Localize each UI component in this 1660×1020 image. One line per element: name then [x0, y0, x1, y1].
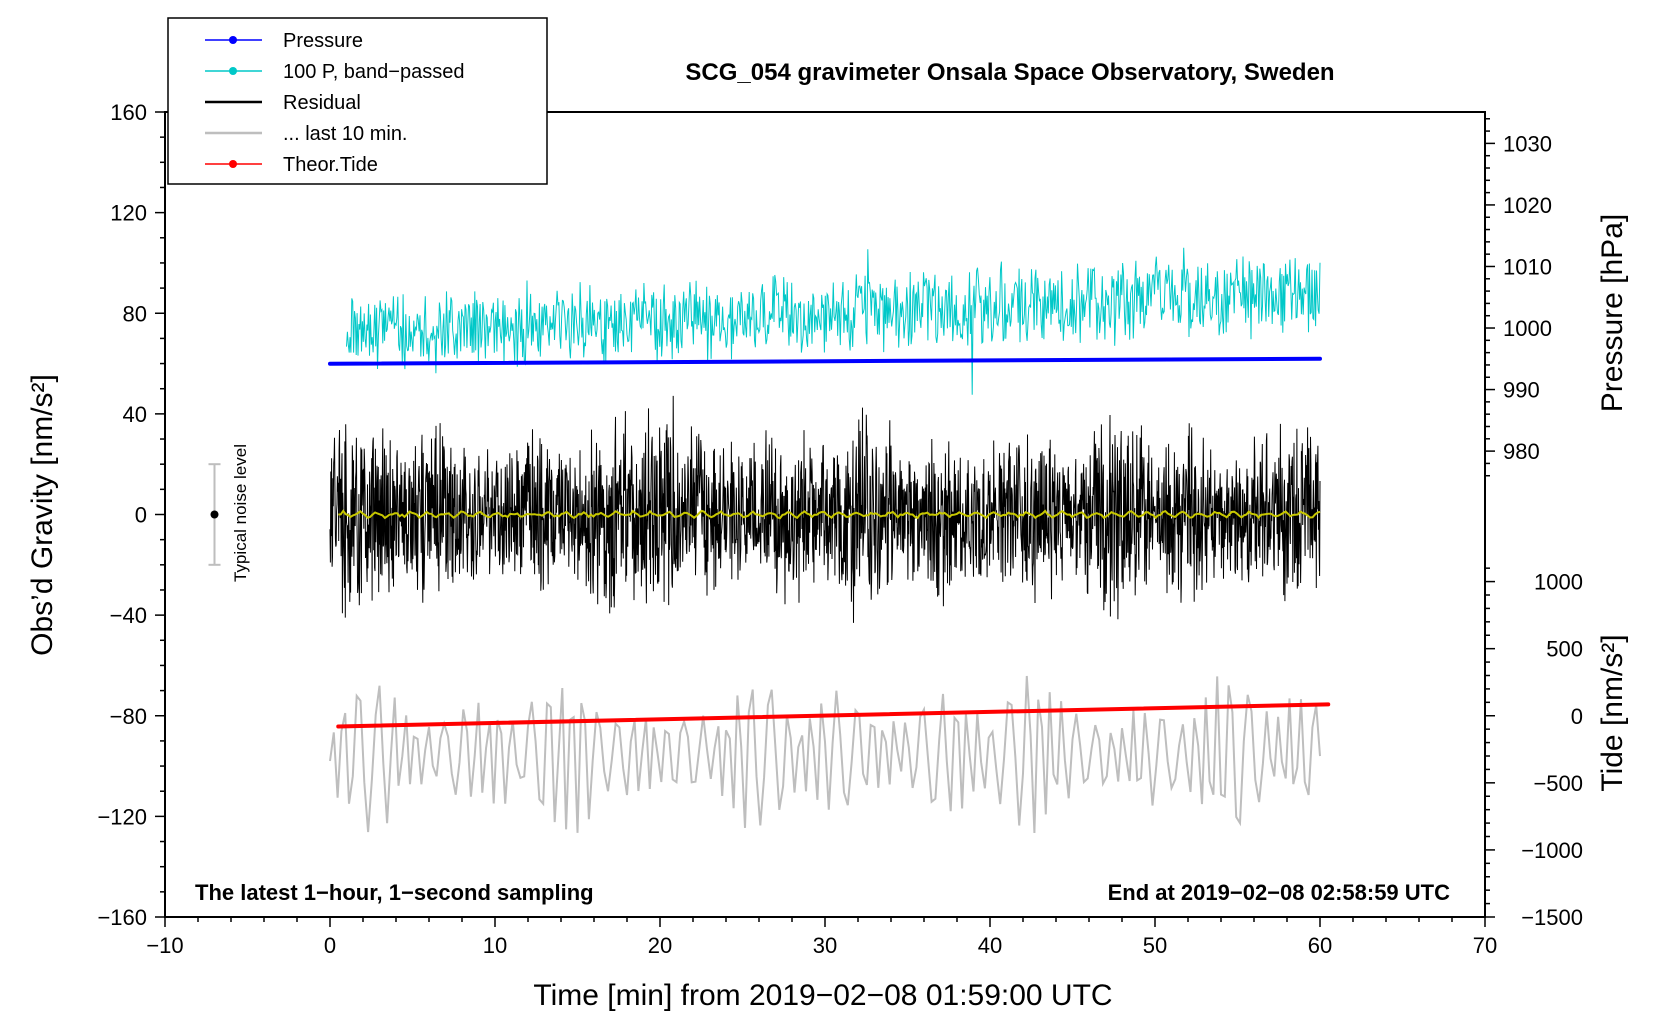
x-axis-label: Time [min] from 2019−02−08 01:59:00 UTC — [533, 979, 1112, 1012]
series-layer — [208, 247, 1331, 834]
legend: Pressure 100 P, band−passed Residual ... la… — [205, 30, 464, 176]
tide-tick-label: −1500 — [1521, 905, 1583, 930]
x-tick-label: 30 — [813, 933, 837, 958]
x-tick-label: 70 — [1473, 933, 1497, 958]
y-left-tick-label: −120 — [97, 804, 147, 829]
noise-level-label: Typical noise level — [231, 444, 250, 582]
ticks-layer: −10 0 10 20 30 40 50 60 7016012080400−40−80−120−… — [97, 100, 1583, 958]
y-left-tick-label: 120 — [110, 201, 147, 226]
x-tick-label: 60 — [1308, 933, 1332, 958]
pressure-tick-label: 1020 — [1503, 193, 1552, 218]
x-tick-label: 10 — [483, 933, 507, 958]
y-axis-label-left: Obs’d Gravity [nm/s²] — [26, 374, 59, 656]
legend-label: Theor.Tide — [283, 154, 378, 176]
x-tick-label: 50 — [1143, 933, 1167, 958]
series-residual — [329, 395, 1321, 623]
legend-label: Pressure — [283, 30, 363, 52]
chart-title: SCG_054 gravimeter Onsala Space Observat… — [685, 59, 1334, 86]
pressure-tick-label: 980 — [1503, 439, 1540, 464]
series-theor-tide — [336, 702, 1331, 729]
tide-tick-label: −1000 — [1521, 838, 1583, 863]
y-left-tick-label: −160 — [97, 905, 147, 930]
y-left-tick-label: 160 — [110, 100, 147, 125]
tide-tick-label: 0 — [1571, 704, 1583, 729]
series-pressure — [328, 356, 1322, 366]
legend-marker — [229, 36, 237, 44]
pressure-tick-label: 1030 — [1503, 131, 1552, 156]
x-tick-label: 0 — [324, 933, 336, 958]
y-left-tick-label: −40 — [110, 603, 147, 628]
tide-tick-label: −500 — [1533, 771, 1583, 796]
tide-tick-label: 1000 — [1534, 570, 1583, 595]
legend-label: ... last 10 min. — [283, 123, 408, 145]
y-left-tick-label: 80 — [123, 301, 147, 326]
series-band-passed-pressure — [346, 247, 1321, 395]
pressure-tick-label: 1000 — [1503, 316, 1552, 341]
y-left-tick-label: −80 — [110, 704, 147, 729]
noise-bar-center — [210, 510, 219, 519]
bottom-right-note: End at 2019−02−08 02:58:59 UTC — [1108, 880, 1451, 905]
y-axis-label-tide: Tide [nm/s²] — [1596, 634, 1629, 791]
x-tick-label: 40 — [978, 933, 1002, 958]
y-left-tick-label: 0 — [135, 503, 147, 528]
legend-label: 100 P, band−passed — [283, 61, 464, 83]
y-left-tick-label: 40 — [123, 402, 147, 427]
legend-marker — [229, 160, 237, 168]
series-last-10-min — [329, 675, 1321, 834]
legend-marker — [229, 67, 237, 75]
tide-tick-label: 500 — [1546, 637, 1583, 662]
series-residual-smoothed — [338, 509, 1321, 520]
y-axis-label-pressure: Pressure [hPa] — [1596, 214, 1629, 412]
pressure-tick-label: 990 — [1503, 378, 1540, 403]
bottom-left-note: The latest 1−hour, 1−second sampling — [195, 880, 594, 905]
x-tick-label: 20 — [648, 933, 672, 958]
legend-label: Residual — [283, 92, 361, 114]
pressure-tick-label: 1010 — [1503, 254, 1552, 279]
x-tick-label: −10 — [146, 933, 183, 958]
